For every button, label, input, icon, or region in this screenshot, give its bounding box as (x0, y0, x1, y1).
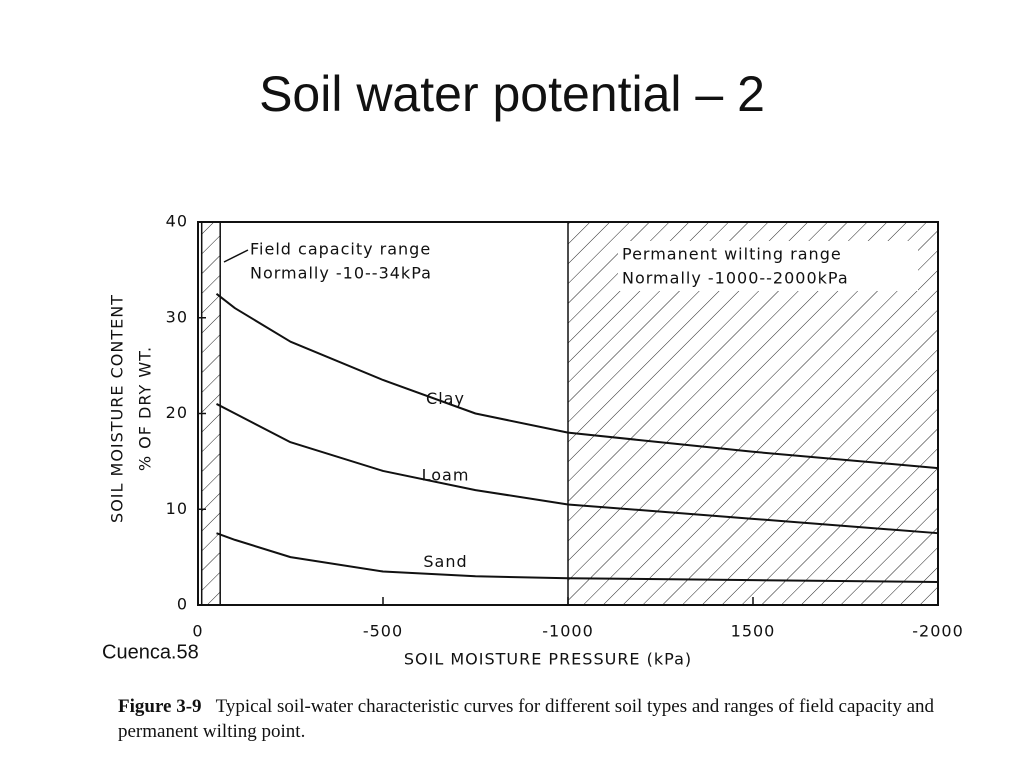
series-label: Sand (423, 552, 467, 571)
annotation: Permanent wilting range (622, 245, 842, 264)
annotation-arrow (223, 249, 249, 263)
x-tick-label: -1000 (542, 622, 594, 641)
caption-label: Figure 3-9 (118, 696, 202, 717)
y-tick-label: 0 (177, 595, 188, 614)
caption-text: Typical soil-water characteristic curves… (118, 696, 934, 742)
y-tick-label: 30 (166, 307, 188, 326)
y-axis-label: SOIL MOISTURE CONTENT (108, 294, 127, 523)
series-label: Loam (422, 466, 470, 485)
x-axis-label: SOIL MOISTURE PRESSURE (kPa) (404, 650, 692, 669)
annotation: Field capacity range (250, 240, 431, 259)
source: Cuenca.58 (102, 641, 199, 663)
y-axis-label: % OF DRY WT. (136, 346, 155, 471)
slide-title: Soil water potential – 2 (259, 66, 765, 122)
series-line (216, 403, 939, 535)
x-tick-label: -500 (363, 622, 403, 641)
series-label: Clay (426, 389, 465, 408)
figure-caption: Figure 3-9 Typical soil-water characteris… (118, 694, 968, 744)
annotation: Normally -10--34kPa (250, 264, 432, 283)
x-tick-label: 1500 (731, 622, 776, 641)
x-tick-label: -2000 (912, 622, 964, 641)
x-tick-label: 0 (192, 622, 203, 641)
annotation-background (246, 236, 501, 286)
series-line (215, 293, 939, 470)
y-tick-label: 40 (166, 212, 188, 231)
series-line (216, 532, 939, 584)
y-tick-label: 10 (166, 499, 188, 518)
annotation: Normally -1000--2000kPa (622, 269, 849, 288)
y-tick-label: 20 (166, 403, 188, 422)
annotation-background (618, 241, 918, 291)
